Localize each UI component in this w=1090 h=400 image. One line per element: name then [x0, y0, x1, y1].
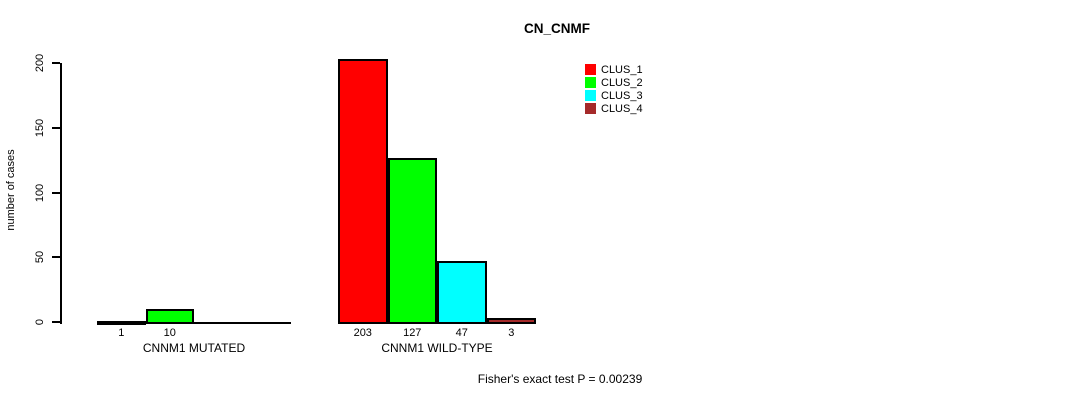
bar-value-label: 47	[455, 327, 468, 339]
fisher-test-annotation: Fisher's exact test P = 0.00239	[477, 372, 643, 386]
legend-swatch-icon	[585, 90, 596, 101]
bar-CLUS_2	[387, 158, 437, 324]
legend-item-CLUS_1: CLUS_1	[585, 63, 643, 76]
legend-label: CLUS_4	[601, 102, 643, 115]
legend-item-CLUS_4: CLUS_4	[585, 102, 643, 115]
x-axis-group-label: CNNM1 MUTATED	[142, 341, 246, 355]
legend-swatch-icon	[585, 77, 596, 88]
x-axis-group-label: CNNM1 WILD-TYPE	[381, 341, 493, 355]
y-axis-tick-label: 150	[34, 118, 46, 137]
bar-CLUS_1	[97, 321, 146, 325]
bar-value-label: 3	[508, 327, 515, 339]
legend-swatch-icon	[585, 103, 596, 114]
y-axis-tick	[52, 321, 60, 323]
chart-title: CN_CNMF	[524, 21, 590, 36]
legend-label: CLUS_1	[601, 63, 643, 76]
bar-CLUS_3	[437, 261, 487, 324]
legend: CLUS_1 CLUS_2 CLUS_3 CLUS_4	[585, 63, 643, 115]
y-axis-tick-label: 0	[34, 318, 46, 326]
bar-CLUS_4	[486, 318, 536, 324]
y-axis-tick-label: 200	[34, 53, 46, 73]
y-axis-tick	[52, 191, 60, 194]
y-axis-tick-label: 100	[34, 183, 46, 202]
legend-item-CLUS_3: CLUS_3	[585, 89, 643, 102]
bar-CLUS_2	[145, 309, 194, 324]
bar-value-label: 203	[353, 327, 372, 339]
bar-value-label: 1	[118, 327, 125, 339]
legend-swatch-icon	[585, 64, 596, 75]
y-axis-tick	[52, 126, 60, 129]
legend-item-CLUS_2: CLUS_2	[585, 76, 643, 89]
y-axis-title: number of cases	[5, 149, 17, 231]
bar-CLUS_1	[338, 59, 388, 324]
bar-value-label: 127	[403, 327, 422, 339]
y-axis-tick-label: 50	[34, 251, 46, 264]
y-axis-line	[60, 63, 62, 324]
bar-value-label: 10	[163, 327, 176, 339]
legend-label: CLUS_2	[601, 76, 643, 89]
x-axis-baseline	[97, 322, 291, 324]
y-axis-tick	[52, 256, 60, 259]
y-axis-tick	[52, 62, 60, 64]
legend-label: CLUS_3	[601, 89, 643, 102]
